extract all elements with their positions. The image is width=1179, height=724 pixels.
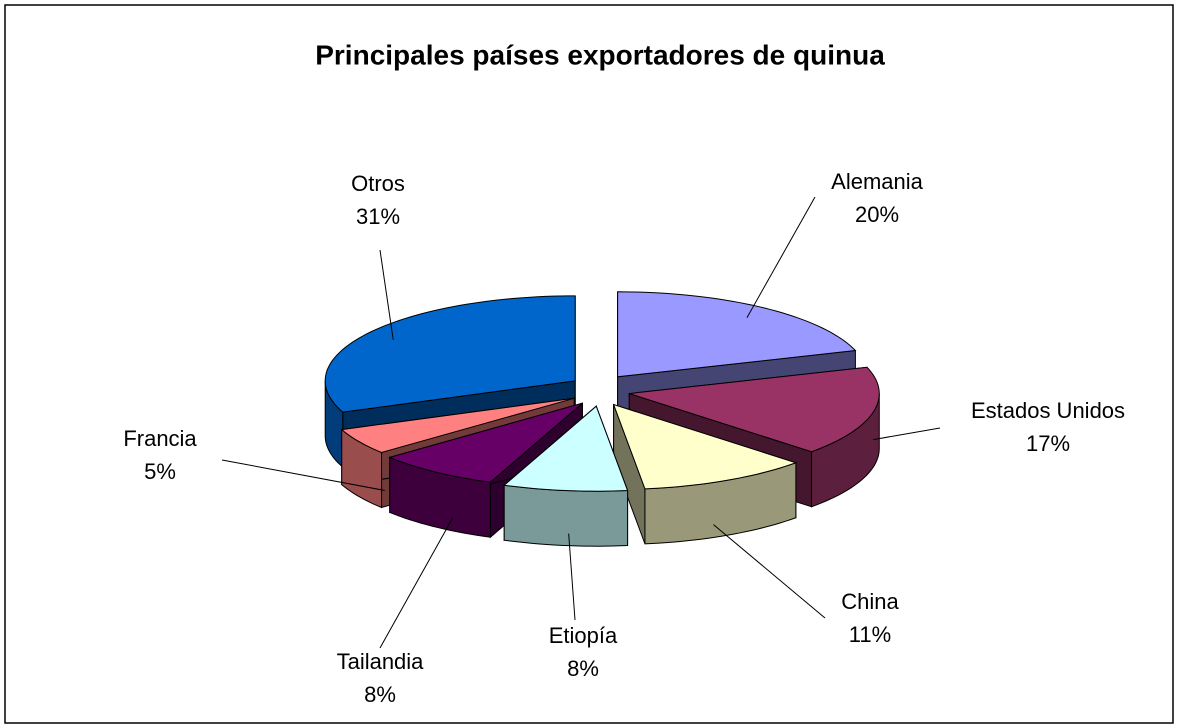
slice <box>617 291 857 378</box>
slice-label: Tailandia <box>337 649 425 674</box>
slice-value-label: 8% <box>567 656 599 681</box>
leader-line <box>379 249 394 340</box>
slice <box>388 402 583 483</box>
slice-value-label: 11% <box>849 622 891 647</box>
slice-label: Otros <box>351 171 405 196</box>
slice <box>324 295 576 413</box>
slice <box>629 366 880 453</box>
slice-label: Alemania <box>831 169 923 194</box>
slice-label: Francia <box>123 426 197 451</box>
slice-label: Estados Unidos <box>971 398 1125 423</box>
slice <box>503 405 629 492</box>
leader-line <box>873 427 941 441</box>
slice-label: China <box>841 589 899 614</box>
slice-value-label: 20% <box>855 202 899 227</box>
slice <box>612 403 798 490</box>
leader-line <box>713 524 826 619</box>
slice-wall <box>503 484 629 547</box>
leader-line <box>221 459 385 491</box>
slice-value-label: 31% <box>356 204 400 229</box>
chart-frame <box>4 4 1174 724</box>
slice-label: Etiopía <box>549 623 618 648</box>
leader-line <box>746 196 816 318</box>
slice-value-label: 8% <box>364 682 396 707</box>
slice-value-label: 5% <box>144 459 176 484</box>
leader-line <box>379 517 454 649</box>
slice <box>340 397 575 454</box>
leader-line <box>568 533 576 621</box>
slice-value-label: 17% <box>1026 431 1070 456</box>
chart-title: Principales países exportadores de quinu… <box>315 39 885 70</box>
